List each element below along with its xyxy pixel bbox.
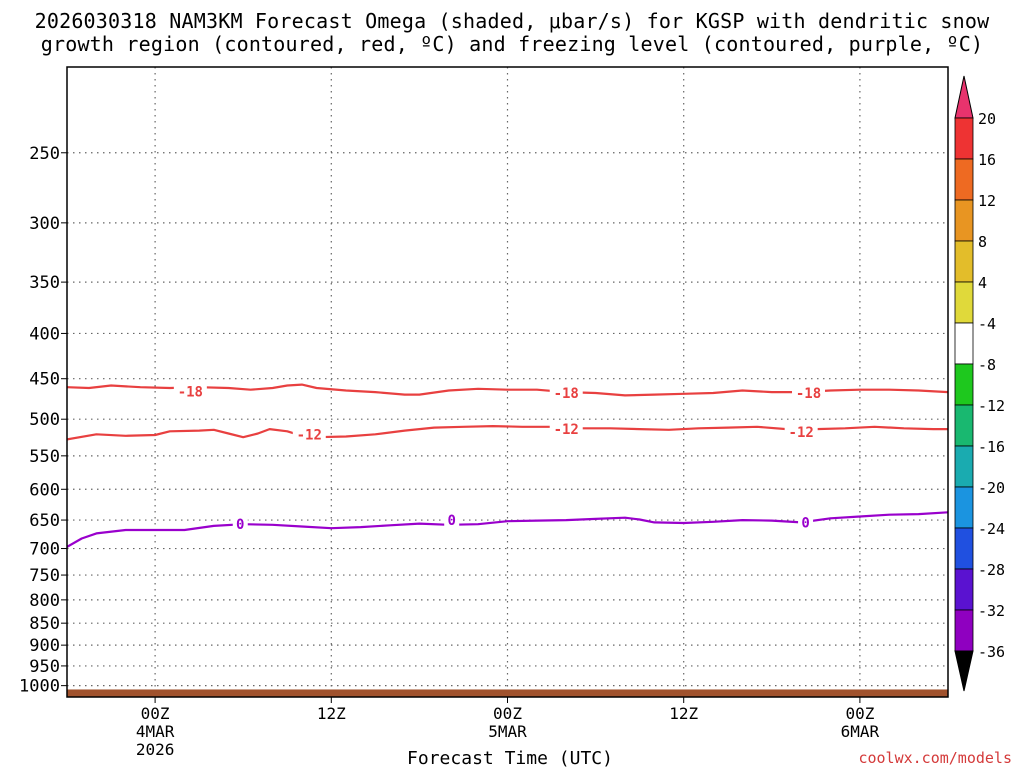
x-tick-date: 6MAR [841, 722, 880, 741]
colorbar-segment [954, 445, 974, 488]
y-tick-label: 350 [29, 273, 60, 293]
y-tick-label: 750 [29, 566, 60, 586]
y-tick-label: 250 [29, 144, 60, 164]
colorbar-segment [954, 281, 974, 324]
x-axis-label: Forecast Time (UTC) [407, 748, 613, 768]
x-tick-label: 12Z [317, 704, 346, 723]
y-tick-label: 950 [29, 657, 60, 677]
x-tick-label: 00Z [141, 704, 170, 723]
y-tick-label: 400 [29, 324, 60, 344]
colorbar-segment [954, 158, 974, 201]
y-tick-label: 600 [29, 480, 60, 500]
contour-label-0: 0 [801, 515, 809, 531]
contour-label-0: 0 [447, 513, 455, 529]
contour-label-bg [173, 383, 207, 400]
contour-label--12: -12 [554, 422, 579, 438]
colorbar-label: -28 [978, 561, 1005, 579]
contour-label--18: -18 [796, 386, 821, 402]
contour-label--12: -12 [297, 427, 322, 443]
colorbar-label: 12 [978, 192, 996, 210]
ground-fill [67, 689, 948, 697]
contour-label-bg [784, 424, 818, 441]
colorbar-label: -12 [978, 397, 1005, 415]
colorbar-label: 8 [978, 233, 987, 251]
contour-label-bg [549, 384, 583, 401]
colorbar-segment [954, 527, 974, 570]
ground-terrain [67, 689, 948, 697]
y-tick-label: 800 [29, 591, 60, 611]
y-tick-label: 900 [29, 636, 60, 656]
contour-line--18 [67, 383, 948, 397]
colorbar-segment [954, 322, 974, 365]
credit-text: coolwx.com/models [858, 749, 1012, 767]
colorbar-segment [954, 568, 974, 611]
y-axis: 2503003504004505005506006507007508008509… [19, 144, 67, 697]
contour-label-bg [798, 514, 814, 531]
y-tick-label: 1000 [19, 677, 60, 697]
y-tick-label: 550 [29, 447, 60, 467]
x-tick-label: 00Z [845, 704, 874, 723]
contour-label--12: -12 [789, 425, 814, 441]
contour-label-bg [232, 516, 248, 533]
colorbar: 20 16 12 8 4 -4 -8 -12 -16 -20 -24 -28 -32 -36 [954, 75, 1005, 692]
x-tick-label: 12Z [669, 704, 698, 723]
colorbar-label: 20 [978, 110, 996, 128]
contour-label--18: -18 [554, 386, 579, 402]
x-tick-year: 2026 [136, 740, 175, 759]
x-tick-date: 4MAR [136, 722, 175, 741]
chart-title-line-1: 2026030318 NAM3KM Forecast Omega (shaded… [34, 9, 990, 33]
colorbar-label: -36 [978, 643, 1005, 661]
x-tick-date: 5MAR [488, 722, 527, 741]
contour-label-bg [292, 426, 326, 443]
y-tick-label: 300 [29, 214, 60, 234]
y-tick-label: 700 [29, 540, 60, 560]
colorbar-label: -4 [978, 315, 996, 333]
colorbar-label: 16 [978, 151, 996, 169]
contour-label-bg [792, 384, 826, 401]
y-tick-label: 850 [29, 614, 60, 634]
contour-line-0 [67, 511, 948, 548]
colorbar-label: -8 [978, 356, 996, 374]
x-tick-label: 00Z [493, 704, 522, 723]
colorbar-label: -24 [978, 520, 1005, 538]
colorbar-label: -20 [978, 479, 1005, 497]
y-tick-label: 450 [29, 370, 60, 390]
colorbar-segment [954, 199, 974, 242]
contour-label-bg [549, 421, 583, 438]
colorbar-bottom-arrow [954, 650, 974, 692]
contour-labels: -18 -18 -18 -12 -12 -12 0 0 0 [173, 383, 826, 533]
colorbar-segment [954, 240, 974, 283]
colorbar-segment [954, 609, 974, 652]
colorbar-segment [954, 363, 974, 406]
colorbar-label: -32 [978, 602, 1005, 620]
colorbar-label: 4 [978, 274, 987, 292]
colorbar-label: -16 [978, 438, 1005, 456]
colorbar-segment [954, 117, 974, 160]
y-tick-label: 500 [29, 410, 60, 430]
colorbar-segment [954, 404, 974, 447]
contour-label--18: -18 [178, 384, 203, 400]
y-tick-label: 650 [29, 511, 60, 531]
contour-label-bg [444, 512, 460, 529]
contour-label-0: 0 [236, 517, 244, 533]
colorbar-segment [954, 486, 974, 529]
chart-title-line-2: growth region (contoured, red, ºC) and f… [40, 32, 984, 56]
